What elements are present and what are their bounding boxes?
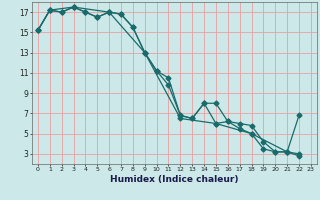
X-axis label: Humidex (Indice chaleur): Humidex (Indice chaleur) — [110, 175, 239, 184]
